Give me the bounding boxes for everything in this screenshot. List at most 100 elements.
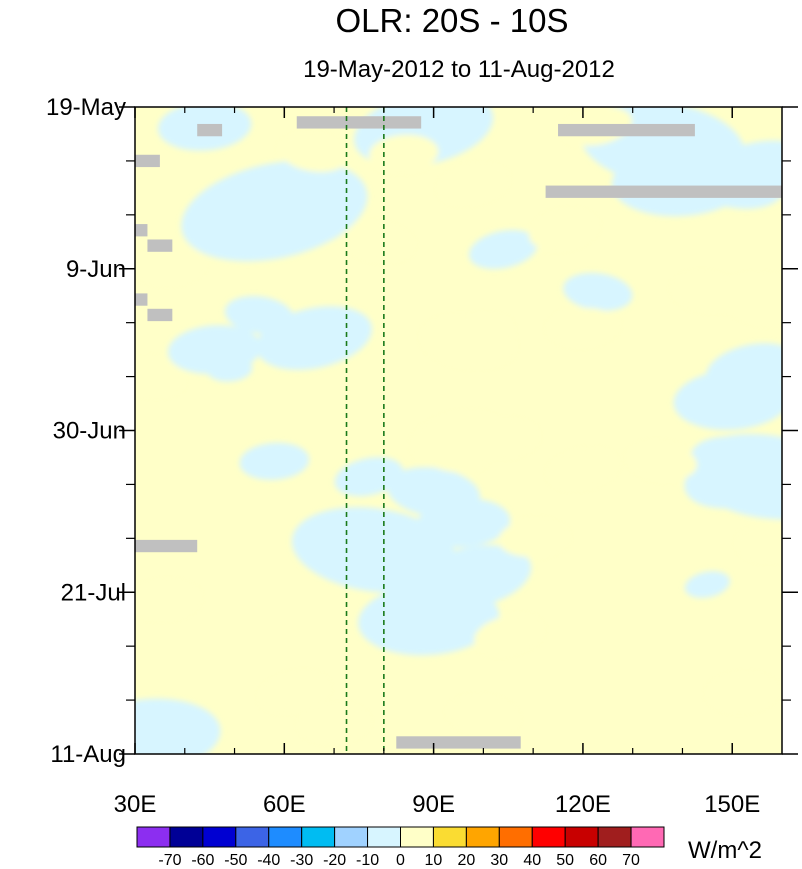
y-axis: 19-May 9-Jun 30-Jun 21-Jul 11-Aug [46,94,798,768]
anomaly-features [135,107,782,754]
anomaly-feature [224,296,295,334]
colorbar-tick-label: 10 [425,852,443,869]
anomaly-feature [334,457,404,497]
y-tick-label: 11-Aug [50,741,126,768]
colorbar-tick-label: -70 [158,852,181,869]
anomaly-feature [135,581,200,619]
anomaly-contour [415,545,532,609]
missing-data-bar [147,239,173,252]
anomaly-feature [416,498,511,548]
colorbar-tick-label: -10 [356,852,379,869]
colorbar-tick-label: 20 [457,852,475,869]
missing-data-bar [135,293,148,306]
anomaly-feature [720,274,782,325]
colorbar-tick-label: -50 [224,852,247,869]
anomaly-contour [334,457,404,497]
anomaly-feature [707,673,777,711]
anomaly-feature [528,210,598,250]
x-tick-label: 30E [114,791,157,818]
anomaly-feature [439,164,508,204]
anomaly-contour [259,672,329,712]
colorbar-swatch [235,826,270,848]
anomaly-feature [498,519,568,557]
colorbar-tick-label: 70 [622,852,640,869]
colorbar-tick-label: 0 [396,852,405,869]
anomaly-feature [690,436,782,487]
colorbar-tick-label: -60 [191,852,214,869]
anomaly-feature [448,696,518,735]
anomaly-feature [627,442,698,481]
missing-data-bar [296,116,422,129]
missing-data-bar [545,185,782,198]
chart-subtitle: 19-May-2012 to 11-Aug-2012 [303,56,615,83]
anomaly-contour [416,498,511,548]
anomaly-feature [239,442,310,480]
anomaly-contour [344,222,414,261]
x-tick-label: 90E [412,791,455,818]
anomaly-contour [737,523,782,561]
colorbar-swatch [268,826,303,848]
missing-data-bar [135,154,160,168]
colorbar-swatch [597,826,632,848]
anomaly-contour [135,246,205,284]
anomaly-feature [259,672,329,712]
anomaly-feature [706,343,782,395]
anomaly-contour [528,210,598,250]
colorbar-tick-label: 30 [490,852,508,869]
anomaly-contour [548,307,618,346]
anomaly-feature [563,272,633,311]
colorbar-swatch [400,826,434,848]
anomaly-contour [224,296,295,334]
anomaly-feature [291,507,456,593]
colorbar-tick-label: 40 [523,852,541,869]
anomaly-contour [720,274,782,325]
anomaly-feature [299,704,369,742]
anomaly-contour [291,507,456,593]
anomaly-contour [299,704,369,742]
anomaly-feature [415,545,532,609]
y-tick-label: 9-Jun [66,256,126,283]
x-tick-label: 150E [704,791,760,818]
anomaly-contour [135,357,185,396]
anomaly-feature [468,419,539,457]
anomaly-feature [468,230,538,269]
anomaly-contour [439,164,508,204]
missing-data-bar [396,736,521,749]
anomaly-contour [684,571,730,598]
plot-area [135,107,782,754]
anomaly-contour [230,183,348,246]
anomaly-contour [672,272,742,311]
anomaly-feature [473,615,543,655]
missing-data [135,116,782,749]
colorbar-tick-label: -40 [257,852,280,869]
anomaly-feature [344,222,414,261]
anomaly-feature [548,307,618,346]
missing-data-bar [135,224,148,237]
missing-data-bar [558,123,695,137]
x-axis: 30E 60E 90E 120E 150E [114,107,760,818]
anomaly-feature [422,317,515,367]
anomaly-feature [135,246,205,284]
anomaly-contour [239,442,310,480]
anomaly-contour [279,134,349,173]
missing-data-bar [147,308,173,322]
y-tick-label: 19-May [46,94,126,121]
anomaly-contour [135,581,200,619]
colorbar-swatch [334,826,369,848]
chart-title: OLR: 20S - 10S [335,2,569,39]
anomaly-feature [368,134,439,172]
anomaly-feature [279,134,349,173]
colorbar-swatch [169,826,204,848]
colorbar-swatch [564,826,599,848]
anomaly-feature [672,272,742,311]
anomaly-contour [448,696,518,735]
anomaly-contour [422,317,515,367]
y-tick-label: 21-Jul [61,579,126,606]
colorbar-tick-label: -20 [323,852,346,869]
colorbar-swatch [432,826,467,848]
anomaly-feature [206,356,253,382]
colorbar-swatch [301,826,336,848]
anomaly-contour [548,449,618,489]
anomaly-contour [206,356,253,382]
colorbar-swatch [630,826,665,848]
